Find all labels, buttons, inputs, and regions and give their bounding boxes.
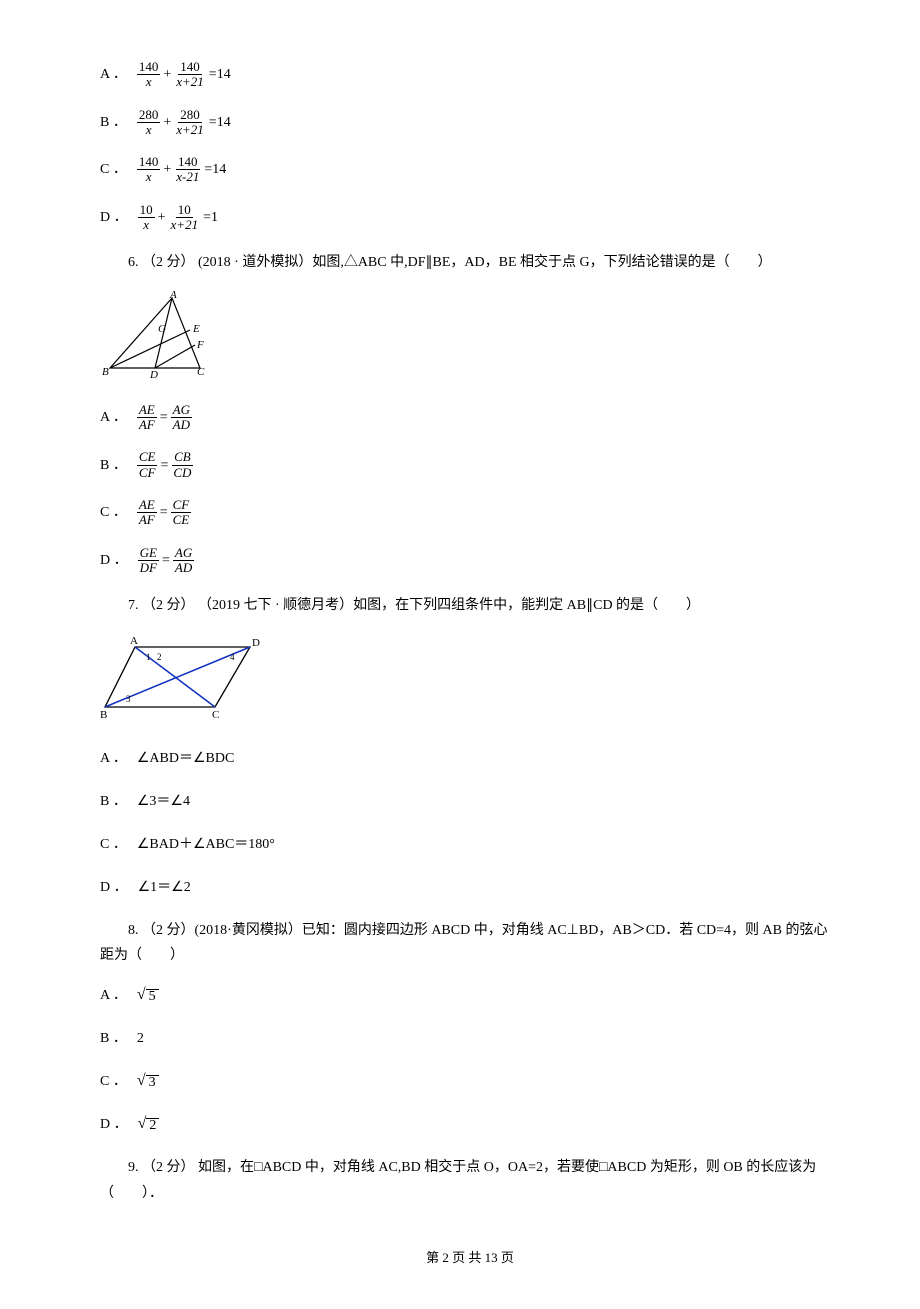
q6-stem: 6. （2 分） (2018 · 道外模拟）如图,△ABC 中,DF∥BE，AD… (100, 250, 840, 275)
page-footer: 第 2 页 共 13 页 (100, 1246, 840, 1269)
option-label: A ． (100, 983, 127, 1008)
option-text: 2 (137, 1026, 144, 1051)
svg-text:D: D (149, 369, 158, 380)
q5-option-b[interactable]: B ． 280x + 280x+21 =14 (100, 108, 840, 138)
equation: 140x + 140x+21 =14 (137, 60, 231, 90)
svg-text:1: 1 (146, 652, 151, 662)
option-text: ∠ABD＝∠BDC (137, 746, 234, 771)
q8-stem-line2: 距为（ ） (100, 943, 840, 968)
q5-option-c[interactable]: C ． 140x + 140x-21 =14 (100, 155, 840, 185)
option-label: B ． (100, 1026, 127, 1051)
q9-stem-line1: 9. （2 分） 如图，在□ABCD 中，对角线 AC,BD 相交于点 O，OA… (100, 1155, 840, 1180)
equation: 10x + 10x+21 =1 (138, 203, 218, 233)
svg-text:C: C (212, 709, 219, 721)
svg-text:B: B (100, 709, 107, 721)
q8-option-a[interactable]: A ． √5 (100, 983, 840, 1008)
svg-text:3: 3 (126, 694, 131, 704)
svg-text:A: A (130, 635, 138, 647)
equation: 280x + 280x+21 =14 (137, 108, 231, 138)
equation: AEAF = AGAD (137, 403, 192, 433)
q6-option-d[interactable]: D ． GEDF = AGAD (100, 546, 840, 576)
q6-figure: A B C D E F G (100, 290, 840, 389)
option-text: ∠3＝∠4 (137, 789, 190, 814)
q7-option-b[interactable]: B ． ∠3＝∠4 (100, 789, 840, 814)
svg-text:E: E (192, 323, 200, 335)
q8-option-c[interactable]: C ． √3 (100, 1069, 840, 1094)
q6-option-c[interactable]: C ． AEAF = CFCE (100, 498, 840, 528)
q7-stem: 7. （2 分） （2019 七下 · 顺德月考）如图，在下列四组条件中，能判定… (100, 593, 840, 618)
q7-option-a[interactable]: A ． ∠ABD＝∠BDC (100, 746, 840, 771)
option-text: ∠1＝∠2 (138, 875, 191, 900)
svg-text:G: G (158, 323, 166, 335)
option-label: C ． (100, 1069, 127, 1094)
q9-stem-line2: （ ）． (100, 1181, 840, 1206)
q6-option-a[interactable]: A ． AEAF = AGAD (100, 403, 840, 433)
sqrt-icon: √3 (137, 1073, 159, 1090)
svg-text:D: D (252, 637, 260, 649)
q6-option-b[interactable]: B ． CECF = CBCD (100, 450, 840, 480)
option-label: C ． (100, 832, 127, 857)
svg-text:2: 2 (157, 652, 162, 662)
svg-text:B: B (102, 366, 109, 378)
q8-option-d[interactable]: D ． √2 (100, 1112, 840, 1137)
equation: AEAF = CFCE (137, 498, 191, 528)
svg-text:4: 4 (230, 652, 235, 662)
q8-option-b[interactable]: B ． 2 (100, 1026, 840, 1051)
option-label: A ． (100, 62, 127, 87)
option-label: B ． (100, 110, 127, 135)
svg-text:A: A (169, 290, 177, 301)
sqrt-icon: √2 (138, 1116, 160, 1133)
q7-option-d[interactable]: D ． ∠1＝∠2 (100, 875, 840, 900)
svg-text:F: F (196, 339, 204, 351)
option-label: B ． (100, 453, 127, 478)
option-label: C ． (100, 157, 127, 182)
q8-stem-line1: 8. （2 分）(2018·黄冈模拟）已知：圆内接四边形 ABCD 中，对角线 … (100, 918, 840, 943)
equation: 140x + 140x-21 =14 (137, 155, 226, 185)
equation: CECF = CBCD (137, 450, 194, 480)
svg-text:C: C (197, 366, 205, 378)
option-label: D ． (100, 1112, 128, 1137)
option-label: D ． (100, 875, 128, 900)
option-label: A ． (100, 746, 127, 771)
q7-option-c[interactable]: C ． ∠BAD＋∠ABC＝180° (100, 832, 840, 857)
option-label: A ． (100, 405, 127, 430)
option-label: D ． (100, 548, 128, 573)
option-label: D ． (100, 205, 128, 230)
q7-figure: A D B C 1 2 3 4 (100, 632, 840, 731)
q5-option-d[interactable]: D ． 10x + 10x+21 =1 (100, 203, 840, 233)
option-label: B ． (100, 789, 127, 814)
sqrt-icon: √5 (137, 987, 159, 1004)
q5-option-a[interactable]: A ． 140x + 140x+21 =14 (100, 60, 840, 90)
option-label: C ． (100, 500, 127, 525)
equation: GEDF = AGAD (138, 546, 195, 576)
option-text: ∠BAD＋∠ABC＝180° (137, 832, 275, 857)
